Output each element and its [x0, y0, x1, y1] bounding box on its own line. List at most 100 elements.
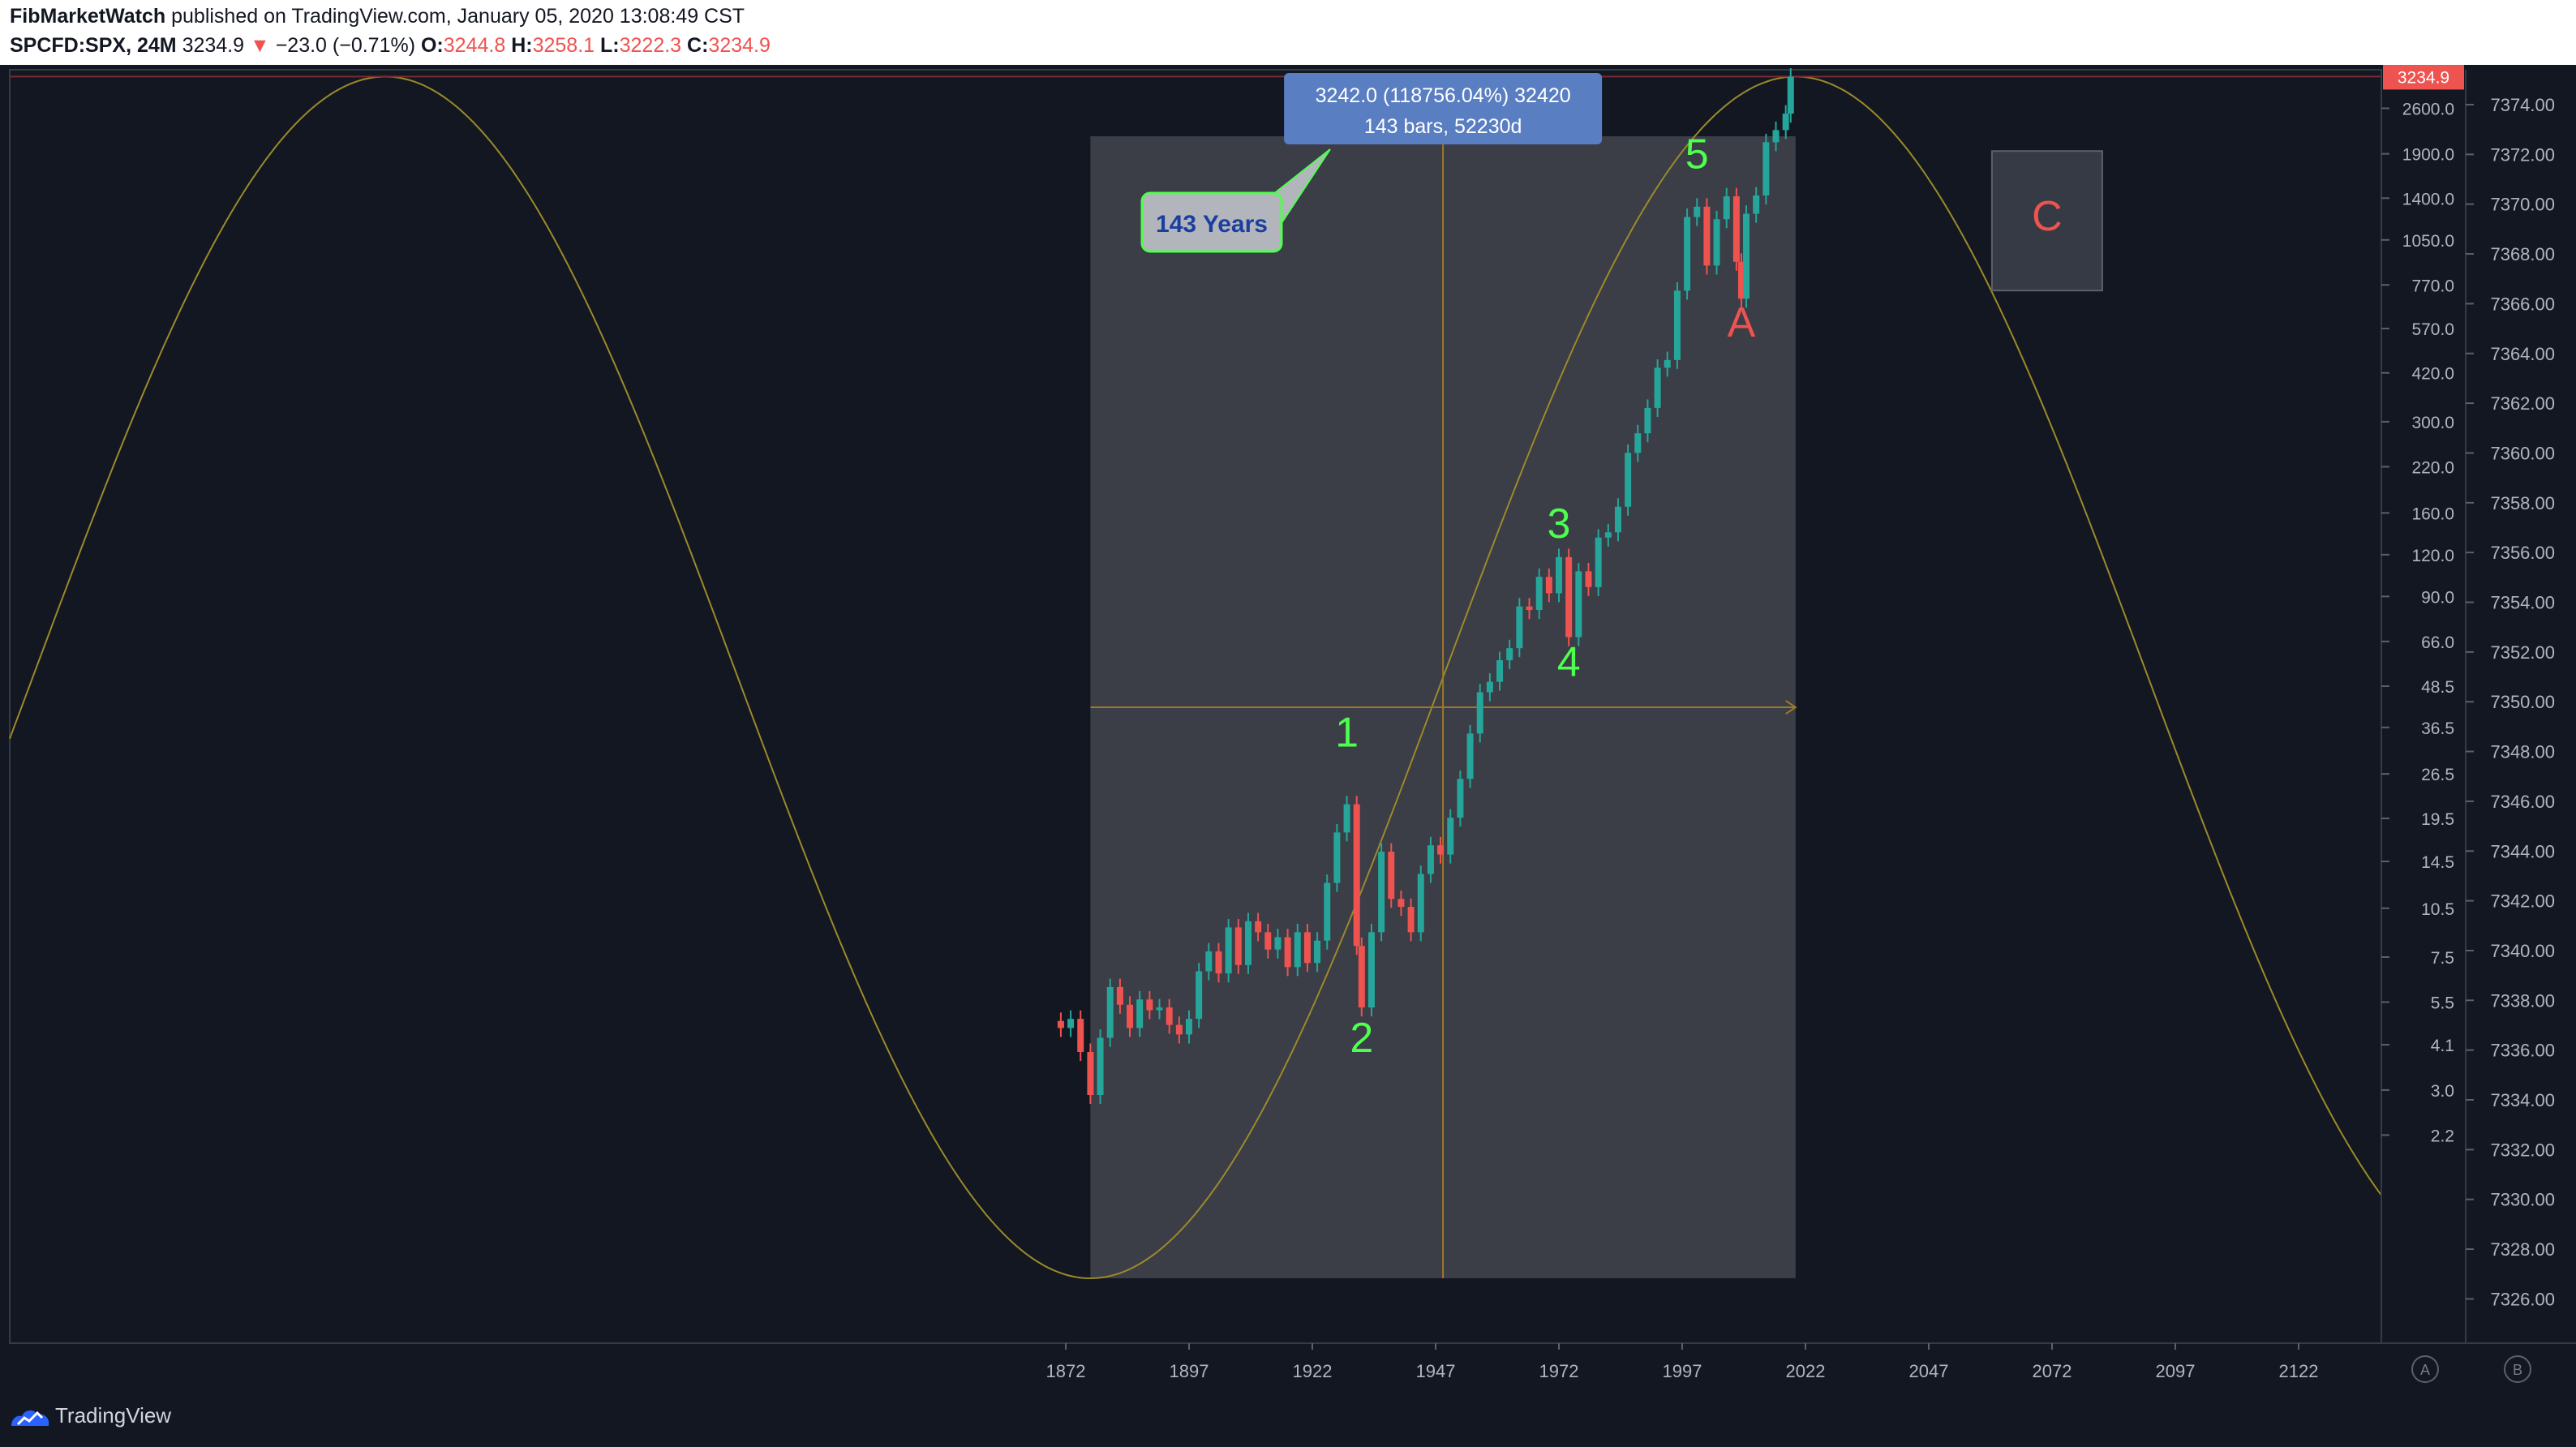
candle-body — [1205, 951, 1213, 972]
candle-body — [1343, 804, 1350, 833]
candle-body — [1324, 882, 1331, 941]
wave-c-box[interactable] — [1990, 150, 2103, 292]
price-tick-label: 19.5 — [2421, 810, 2454, 829]
price-tick-label: 160.0 — [2411, 505, 2454, 523]
candle — [1284, 929, 1291, 977]
candle-body — [1397, 899, 1405, 908]
candle-body — [1772, 130, 1780, 143]
price-tick-label: 10.5 — [2421, 900, 2454, 919]
time-tick-label: 1997 — [1663, 1361, 1702, 1381]
low-label: L: — [600, 34, 620, 57]
candle — [1106, 978, 1114, 1047]
candle — [1358, 937, 1365, 1017]
candle — [1116, 978, 1123, 1014]
candle — [1565, 548, 1573, 646]
candle — [1333, 823, 1341, 892]
sine-cycle-curve — [9, 75, 2382, 1280]
wave-label-2: 2 — [1350, 1015, 1373, 1062]
candle-body — [1614, 506, 1621, 533]
candle-body — [1486, 681, 1493, 693]
callout-box[interactable] — [1140, 191, 1283, 253]
published-text: published on TradingView.com, January 05… — [171, 5, 745, 28]
measure-tooltip-line1: 3242.0 (118756.04%) 32420 — [1316, 84, 1571, 107]
candle-body — [1274, 937, 1282, 950]
right-tick-label: 7374.00 — [2490, 95, 2555, 115]
candle — [1314, 932, 1321, 973]
chart-svg[interactable]: 1 2 3 4 5 A B C 3242.0 (118756.04%) 32420 143 ba… — [0, 0, 2576, 1389]
candle — [1673, 281, 1681, 369]
candle — [1684, 208, 1691, 300]
time-tick-label: 2072 — [2033, 1361, 2072, 1381]
candle-body — [1388, 852, 1395, 900]
scale-button-a[interactable] — [2411, 1355, 2439, 1383]
time-tick-label: 1897 — [1170, 1361, 1209, 1381]
candle — [1057, 1012, 1064, 1037]
price-tick-label: 3.0 — [2431, 1082, 2454, 1101]
price-change: −23.0 (−0.71%) — [275, 34, 416, 57]
candle-body — [1595, 537, 1602, 587]
price-tick-label: 66.0 — [2421, 633, 2454, 652]
price-tick-label: 1400.0 — [2402, 190, 2454, 208]
right-tick-label: 7364.00 — [2490, 344, 2555, 364]
tradingview-brand[interactable]: TradingView — [55, 1403, 172, 1428]
candle — [1782, 105, 1789, 140]
high-value: 3258.1 — [532, 34, 595, 57]
candle-body — [1787, 76, 1794, 114]
candle — [1166, 998, 1173, 1034]
low-value: 3222.3 — [619, 34, 682, 57]
price-tick-label: 300.0 — [2411, 414, 2454, 432]
candle — [1324, 874, 1331, 950]
tradingview-logo-icon[interactable] — [10, 1403, 52, 1431]
candle-body — [1097, 1037, 1104, 1095]
candle-body — [1196, 971, 1203, 1020]
candle — [1388, 843, 1395, 908]
wave-label-c: C — [2032, 193, 2063, 240]
candle-body — [1166, 1007, 1173, 1025]
candle — [1378, 843, 1385, 942]
candle — [1545, 568, 1552, 603]
price-tick-label: 90.0 — [2421, 588, 2454, 607]
candle-body — [1457, 779, 1464, 818]
symbol-name[interactable]: SPCFD:SPX, 24M — [10, 34, 177, 57]
price-tick-label: 26.5 — [2421, 766, 2454, 784]
open-label: O: — [420, 34, 444, 57]
chart-header: FibMarketWatch published on TradingView.… — [0, 0, 2576, 65]
candle-body — [1378, 852, 1385, 933]
measure-tooltip[interactable] — [1284, 73, 1603, 144]
chart-area[interactable]: 1 2 3 4 5 A B C 3242.0 (118756.04%) 32420 143 ba… — [0, 0, 2576, 1389]
candle-body — [1556, 556, 1562, 594]
candle-body — [1353, 804, 1360, 947]
high-label: H: — [511, 34, 533, 57]
scale-button-b[interactable] — [2504, 1355, 2531, 1383]
candle — [1585, 562, 1592, 596]
author-name[interactable]: FibMarketWatch — [10, 5, 166, 28]
right-tick-label: 7326.00 — [2490, 1289, 2555, 1309]
candle-body — [1447, 818, 1454, 855]
candle-body — [1067, 1019, 1075, 1028]
candle-body — [1644, 407, 1651, 434]
candle — [1303, 923, 1311, 973]
candle-body — [1367, 932, 1375, 1008]
candle — [1077, 1010, 1084, 1062]
candle-body — [1255, 921, 1262, 933]
price-tick-label: 2600.0 — [2402, 101, 2454, 119]
candle — [1215, 942, 1222, 983]
close-value: 3234.9 — [708, 34, 771, 57]
candle-body — [1314, 940, 1321, 964]
candle — [1787, 68, 1794, 123]
candle — [1723, 187, 1730, 229]
candle — [1225, 918, 1232, 983]
candle-body — [1417, 874, 1424, 933]
candle-body — [1476, 692, 1483, 734]
last-price: 3234.9 — [182, 34, 245, 57]
candle-body — [1753, 195, 1760, 214]
price-tick-label: 120.0 — [2411, 547, 2454, 565]
right-tick-label: 7336.00 — [2490, 1041, 2555, 1061]
candle-body — [1116, 986, 1123, 1005]
candle-body — [1215, 951, 1222, 974]
right-tick-label: 7372.00 — [2490, 144, 2555, 165]
candle-body — [1743, 213, 1750, 299]
candle-body — [1713, 219, 1720, 266]
price-tick-label: 2.2 — [2431, 1127, 2454, 1145]
wave-label-a: A — [1728, 299, 1756, 346]
